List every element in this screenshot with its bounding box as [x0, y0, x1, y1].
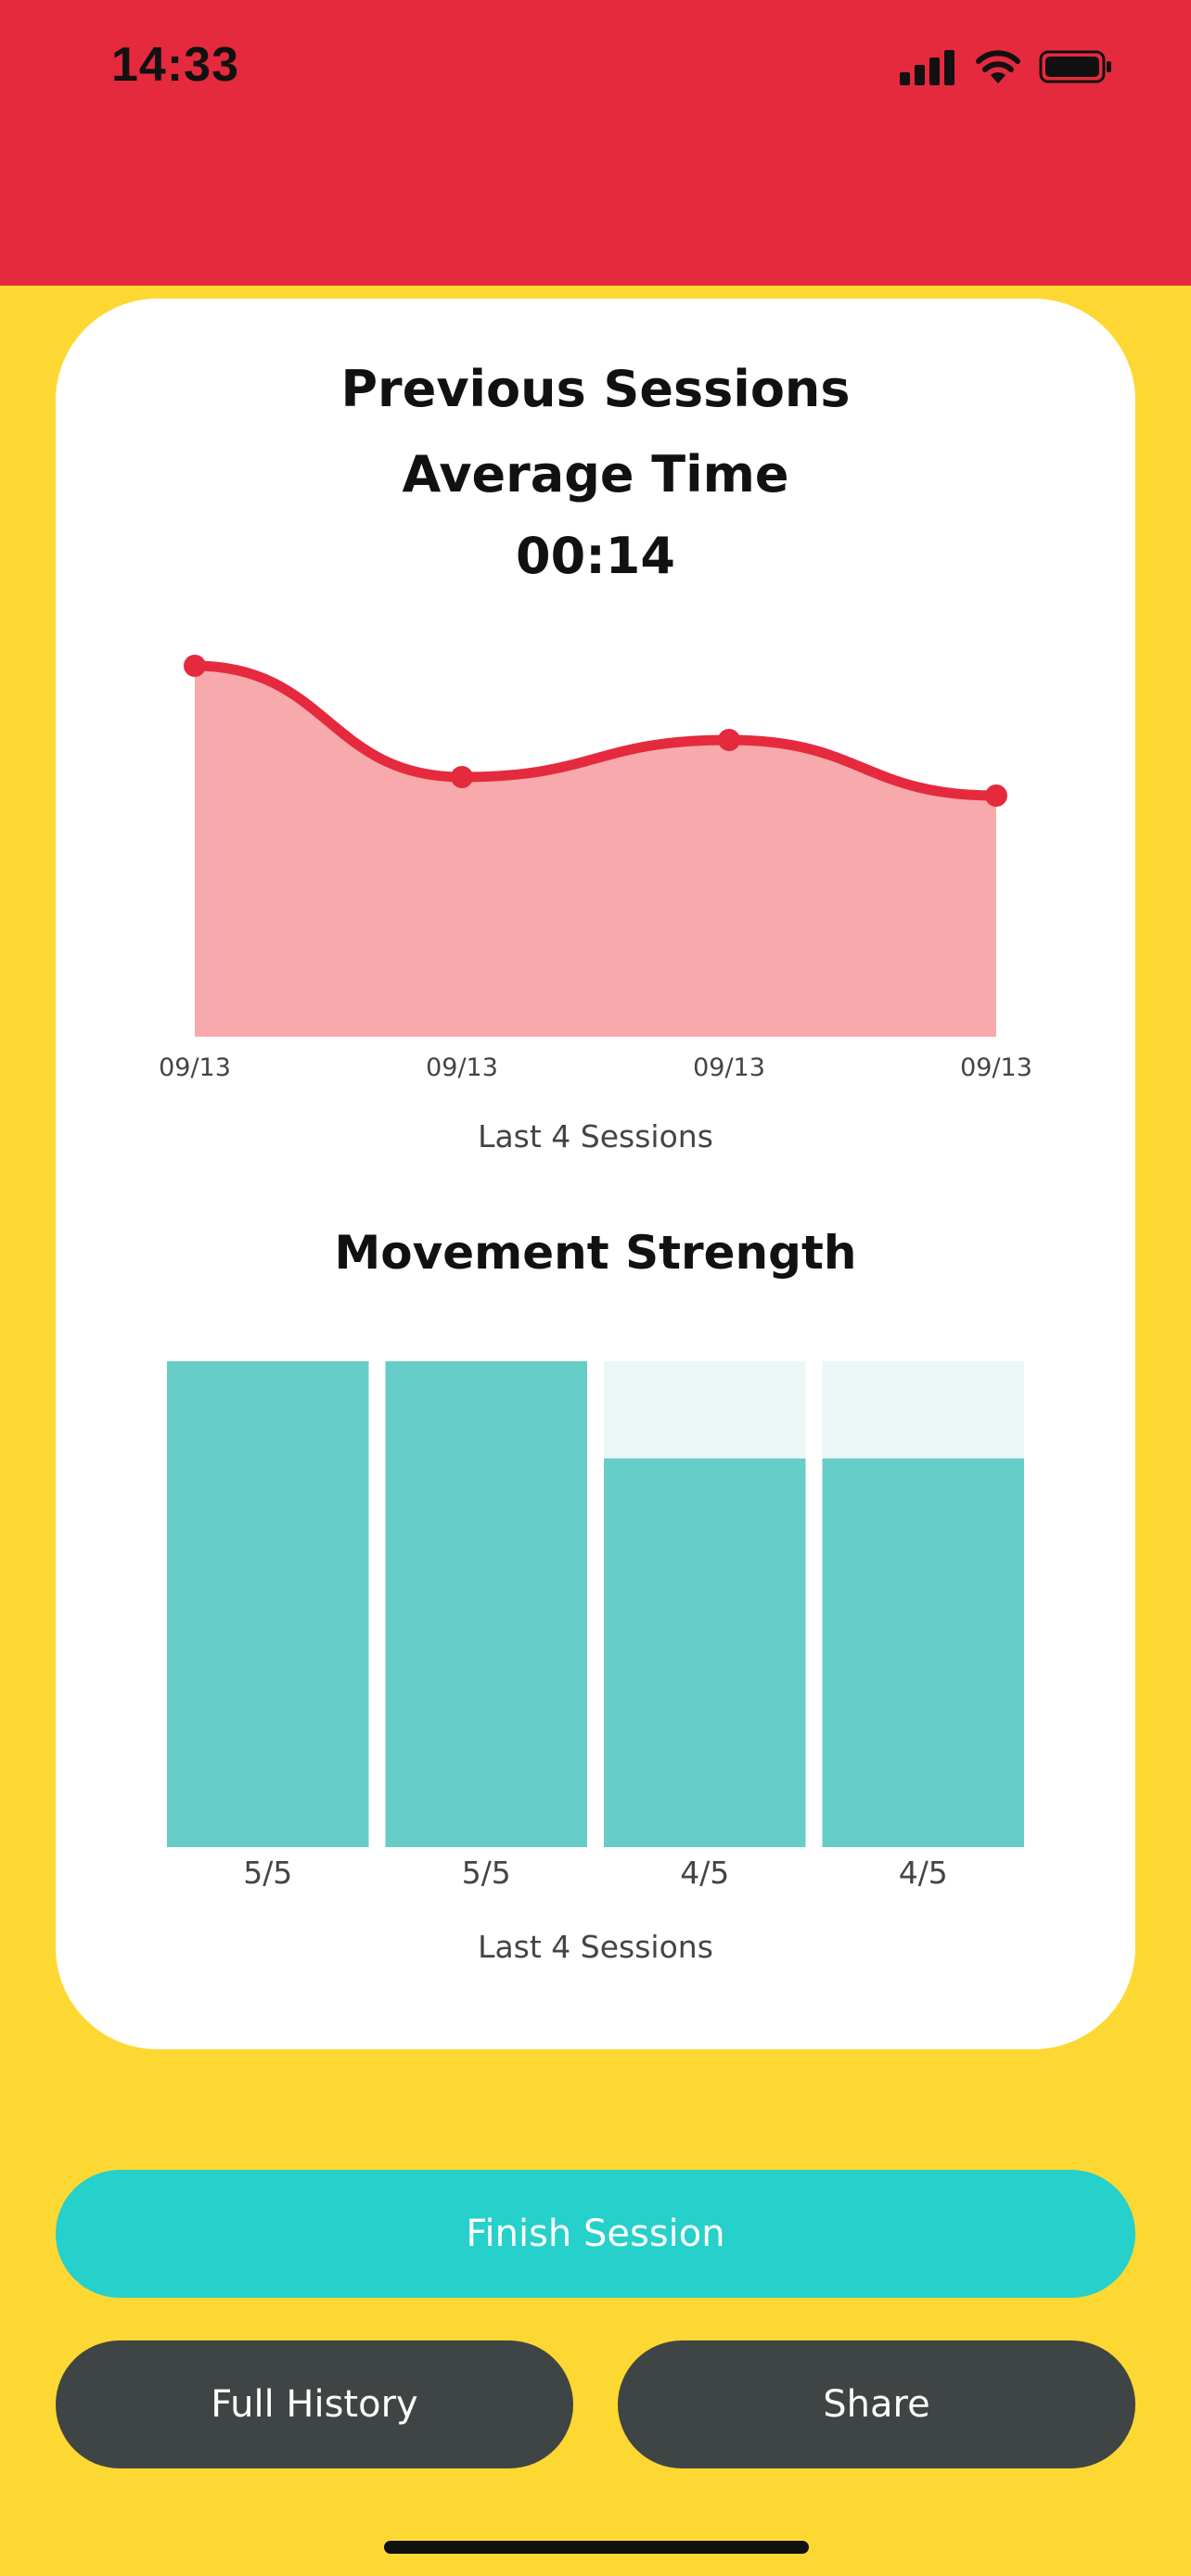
x-tick-label: 09/13: [960, 1053, 1032, 1082]
movement-strength-title: Movement Strength: [334, 1226, 857, 1280]
share-button[interactable]: Share: [618, 2340, 1135, 2468]
strength-bar: [822, 1458, 1024, 1847]
strength-bar: [604, 1458, 806, 1847]
wifi-icon: [976, 50, 1020, 83]
finish-session-button[interactable]: Finish Session: [56, 2170, 1135, 2298]
bar-chart-caption: Last 4 Sessions: [478, 1929, 713, 1965]
battery-icon: [1039, 50, 1111, 83]
header-bar: [0, 0, 1191, 286]
bar-value-label: 5/5: [243, 1855, 293, 1891]
average-time-value: 00:14: [516, 527, 675, 585]
data-point: [985, 784, 1007, 807]
x-tick-label: 09/13: [159, 1053, 231, 1082]
status-time: 14:33: [111, 38, 239, 92]
strength-bar: [167, 1361, 369, 1847]
home-indicator[interactable]: [384, 2541, 809, 2554]
data-point: [718, 729, 740, 751]
bar-value-label: 5/5: [461, 1855, 511, 1891]
movement-strength-chart: [167, 1361, 1024, 1847]
x-tick-label: 09/13: [426, 1053, 498, 1082]
bar-value-label: 4/5: [898, 1855, 948, 1891]
average-time-chart: [184, 655, 1007, 1037]
bar-value-label: 4/5: [680, 1855, 730, 1891]
x-tick-label: 09/13: [693, 1053, 765, 1082]
area-chart-caption: Last 4 Sessions: [478, 1118, 713, 1154]
signal-icon: [900, 50, 954, 85]
data-point: [451, 766, 473, 788]
status-icons: [900, 48, 1113, 85]
sessions-title: Previous Sessions: [340, 360, 851, 418]
strength-bar: [385, 1361, 587, 1847]
area-fill: [195, 666, 996, 1037]
series-line: [189, 660, 1002, 801]
average-time-title: Average Time: [402, 445, 789, 504]
full-history-button[interactable]: Full History: [56, 2340, 573, 2468]
data-point: [184, 655, 206, 677]
